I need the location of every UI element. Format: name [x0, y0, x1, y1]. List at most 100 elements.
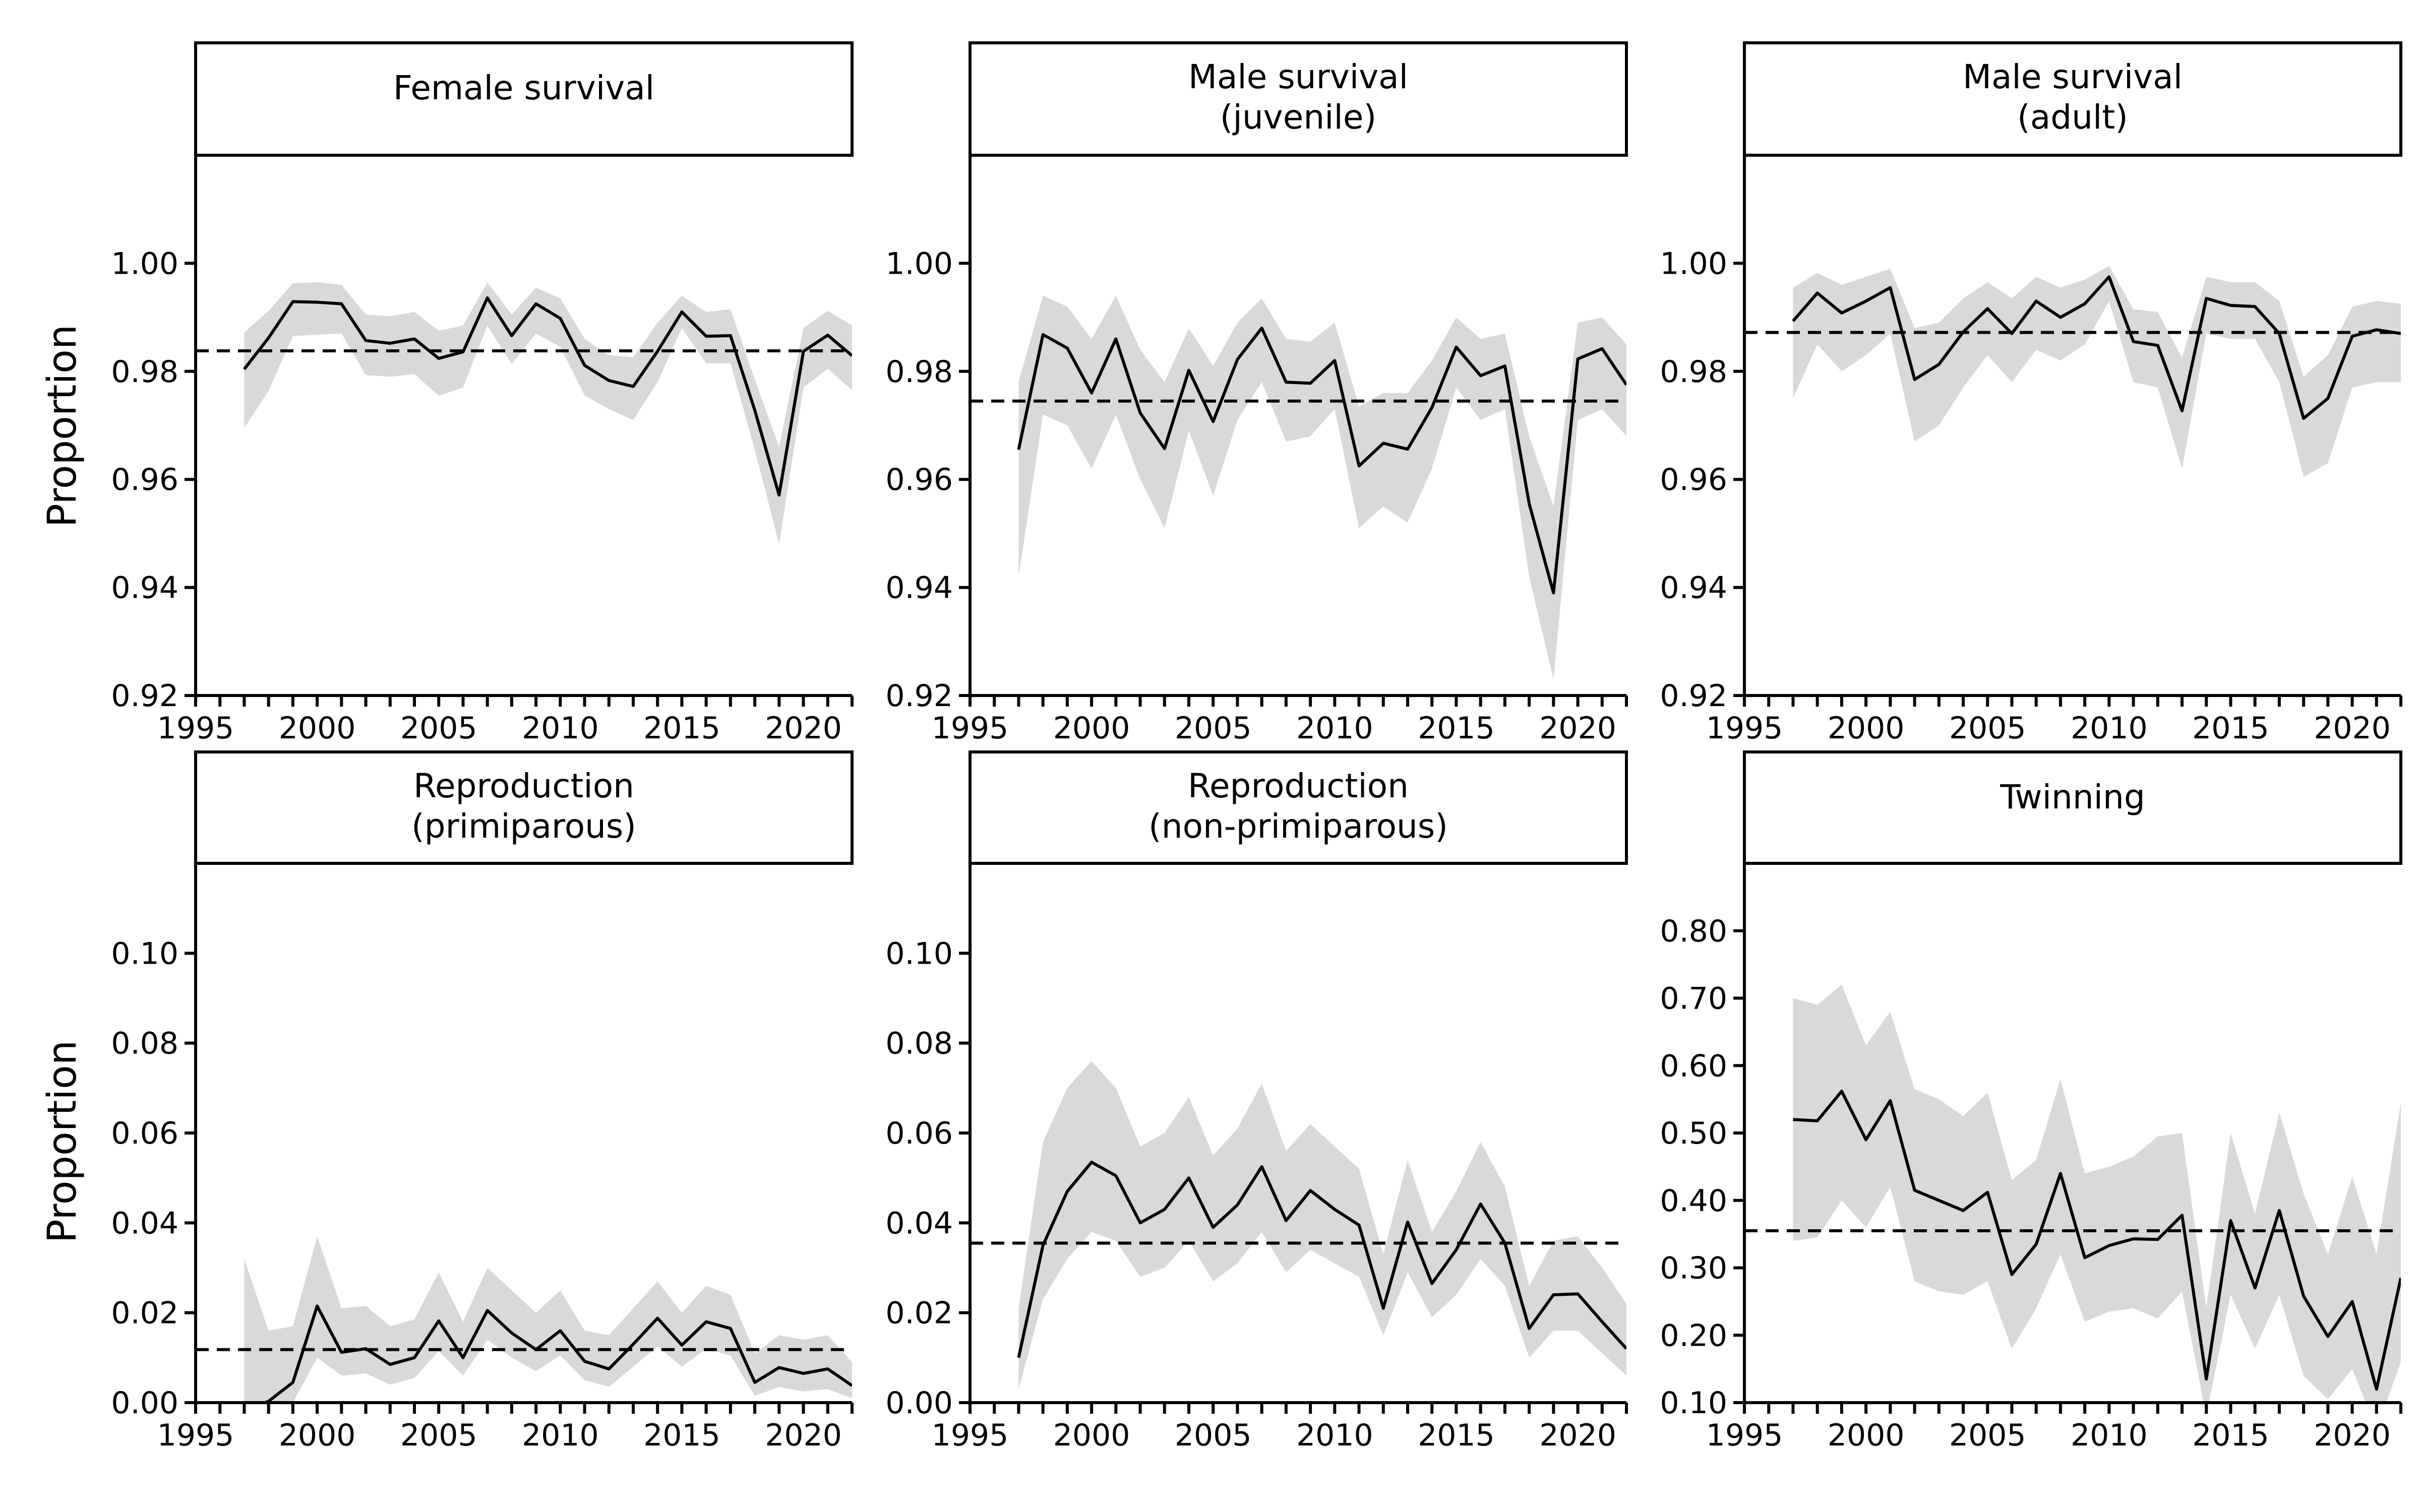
- y-tick-label: 0.80: [1660, 914, 1727, 949]
- confidence-band: [1793, 266, 2401, 477]
- y-tick-label: 0.06: [111, 1116, 178, 1151]
- x-tick-label: 2020: [2314, 1418, 2391, 1453]
- facet-title: Twinning: [2000, 778, 2145, 816]
- y-tick-label: 0.02: [111, 1296, 178, 1331]
- confidence-band: [1018, 295, 1626, 679]
- x-tick-label: 1995: [157, 1418, 234, 1453]
- facet-strip: [969, 41, 1628, 157]
- facet-panels: Female survival 0.92 0.94 0.96 0.98 1.00 1995 2…: [111, 41, 2402, 1453]
- x-tick-label: 2000: [1828, 711, 1905, 746]
- facet-title: (juvenile): [1220, 98, 1376, 137]
- facet-title: Reproduction: [413, 767, 634, 805]
- y-tick-label: 0.06: [885, 1116, 953, 1151]
- y-tick-label: 0.04: [885, 1206, 953, 1241]
- x-tick-label: 2000: [1053, 1418, 1130, 1453]
- y-tick-label: 0.92: [1660, 678, 1727, 714]
- facet-strip: [194, 41, 854, 157]
- facet-title: (non-primiparous): [1148, 807, 1448, 846]
- x-tick-label: 1995: [932, 711, 1009, 746]
- y-tick-label: 0.94: [885, 571, 953, 606]
- x-tick-label: 2000: [1828, 1418, 1905, 1453]
- facet-title: Male survival: [1188, 57, 1408, 96]
- y-tick-label: 0.20: [1660, 1318, 1727, 1353]
- x-tick-label: 2010: [2071, 711, 2148, 746]
- y-tick-label: 0.98: [885, 354, 953, 390]
- y-tick-label: 1.00: [111, 246, 178, 281]
- y-tick-label: 1.00: [885, 246, 953, 281]
- plot-area: [1744, 266, 2401, 477]
- x-tick-label: 2015: [2192, 711, 2269, 746]
- plot-area: [1744, 984, 2401, 1403]
- x-tick-label: 2000: [279, 711, 356, 746]
- x-tick-label: 2015: [1418, 1418, 1495, 1453]
- x-tick-label: 2020: [2314, 711, 2391, 746]
- y-tick-label: 0.94: [1660, 571, 1727, 606]
- facet-title: (primiparous): [411, 807, 636, 846]
- plot-area: [196, 1236, 852, 1403]
- y-tick-label: 0.98: [1660, 354, 1727, 390]
- x-tick-label: 2005: [400, 1418, 477, 1453]
- y-tick-label: 0.70: [1660, 981, 1727, 1017]
- y-tick-label: 0.02: [885, 1296, 953, 1331]
- confidence-band: [1793, 984, 2401, 1403]
- x-tick-label: 1995: [1706, 711, 1783, 746]
- estimate-line: [243, 296, 852, 497]
- y-tick-label: 0.30: [1660, 1251, 1727, 1286]
- x-tick-label: 2005: [1175, 1418, 1252, 1453]
- panel-5: Reproduction(non-primiparous) 0.00 0.02 0.0…: [885, 750, 1628, 1453]
- estimate-line: [1793, 1090, 2401, 1391]
- panel-6: Twinning 0.10 0.20 0.30 0.40 0.50 0.60 0.70 0.80…: [1660, 750, 2402, 1453]
- estimate-line: [1017, 1161, 1626, 1358]
- x-tick-label: 2005: [400, 711, 477, 746]
- plot-area: [970, 1061, 1626, 1390]
- x-tick-label: 2010: [522, 1418, 599, 1453]
- x-tick-label: 1995: [932, 1418, 1009, 1453]
- facet-strip: [969, 750, 1628, 865]
- facet-strip: [1743, 41, 2402, 157]
- x-tick-label: 1995: [1706, 1418, 1783, 1453]
- y-tick-label: 0.96: [1660, 462, 1727, 497]
- y-tick-label: 0.98: [111, 354, 178, 390]
- y-tick-label: 0.10: [111, 936, 178, 971]
- y-tick-label: 0.10: [885, 936, 953, 971]
- plot-area: [196, 282, 852, 544]
- x-tick-label: 2015: [643, 711, 720, 746]
- facet-title: Reproduction: [1188, 767, 1409, 805]
- x-tick-label: 2010: [1296, 711, 1373, 746]
- x-tick-label: 2005: [1175, 711, 1252, 746]
- y-tick-label: 0.94: [111, 571, 178, 606]
- x-tick-label: 2015: [643, 1418, 720, 1453]
- y-tick-label: 0.08: [111, 1026, 178, 1061]
- facet-title: Female survival: [393, 69, 654, 107]
- y-tick-label: 0.00: [111, 1385, 178, 1421]
- panel-3: Male survival(adult) 0.92 0.94 0.96 0.98 1.00…: [1660, 41, 2402, 746]
- x-tick-label: 2010: [2071, 1418, 2148, 1453]
- x-tick-label: 2020: [765, 1418, 842, 1453]
- y-axis-label-bottom: Proportion: [40, 1040, 85, 1243]
- y-tick-label: 1.00: [1660, 246, 1727, 281]
- x-tick-label: 2000: [1053, 711, 1130, 746]
- x-tick-label: 2020: [1539, 1418, 1616, 1453]
- facet-title: (adult): [2017, 98, 2128, 137]
- y-tick-label: 0.96: [885, 462, 953, 497]
- estimate-line: [1792, 275, 2401, 420]
- x-tick-label: 2010: [1296, 1418, 1373, 1453]
- y-tick-label: 0.04: [111, 1206, 178, 1241]
- y-tick-label: 0.96: [111, 462, 178, 497]
- estimate-line: [261, 1304, 852, 1403]
- x-tick-label: 2005: [1949, 1418, 2026, 1453]
- confidence-band: [244, 1236, 852, 1403]
- y-tick-label: 0.92: [885, 678, 953, 714]
- confidence-band: [1018, 1061, 1626, 1390]
- x-tick-label: 2000: [279, 1418, 356, 1453]
- panel-4: Reproduction(primiparous) 0.00 0.02 0.04 0.0…: [111, 750, 854, 1453]
- x-tick-label: 2020: [1539, 711, 1616, 746]
- x-tick-label: 1995: [157, 711, 234, 746]
- confidence-band: [244, 282, 852, 544]
- y-tick-label: 0.40: [1660, 1183, 1727, 1219]
- facet-strip: [1743, 750, 2402, 865]
- y-tick-label: 0.10: [1660, 1385, 1727, 1421]
- y-tick-label: 0.08: [885, 1026, 953, 1061]
- panel-2: Male survival(juvenile) 0.92 0.94 0.96 0.98 1…: [885, 41, 1628, 746]
